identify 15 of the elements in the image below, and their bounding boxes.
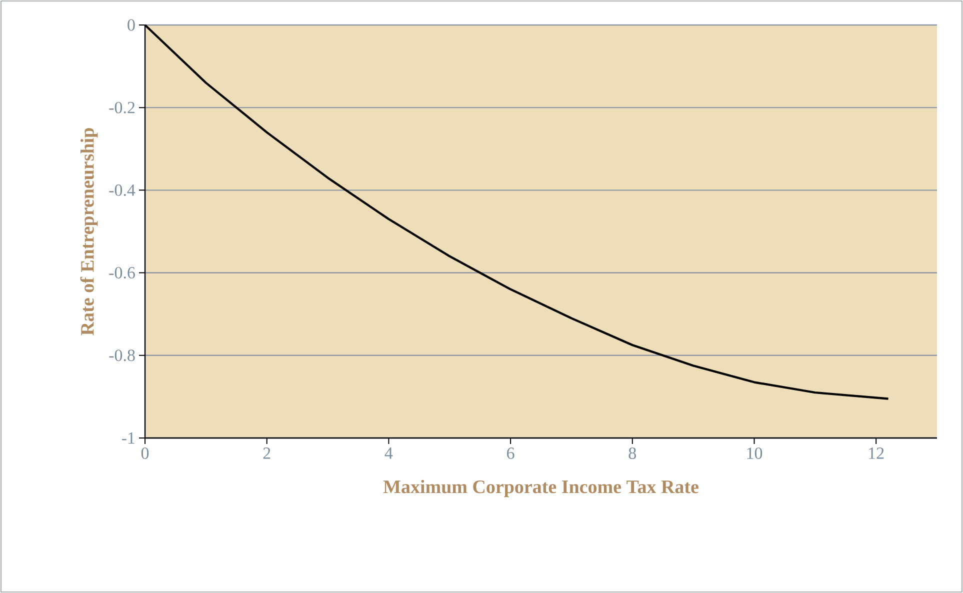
y-tick-label: 0 [128,19,135,31]
x-tick-label: 6 [507,448,514,459]
y-tick-label: -1 [122,432,134,444]
x-tick-label: 10 [747,448,762,459]
y-tick-label: -0.6 [109,267,135,279]
x-tick-label: 12 [869,448,884,459]
x-axis-title: Maximum Corporate Income Tax Rate [383,480,698,498]
y-axis-title: Rate of Entrepreneurship [80,128,98,336]
x-tick-label: 2 [263,448,270,459]
y-tick-label: -0.4 [109,184,136,196]
x-tick-label: 0 [141,448,149,459]
y-tick-label: -0.8 [109,350,135,362]
x-tick-label: 8 [628,448,636,459]
y-tick-label: -0.2 [109,102,135,114]
x-tick-label: 4 [384,448,393,459]
